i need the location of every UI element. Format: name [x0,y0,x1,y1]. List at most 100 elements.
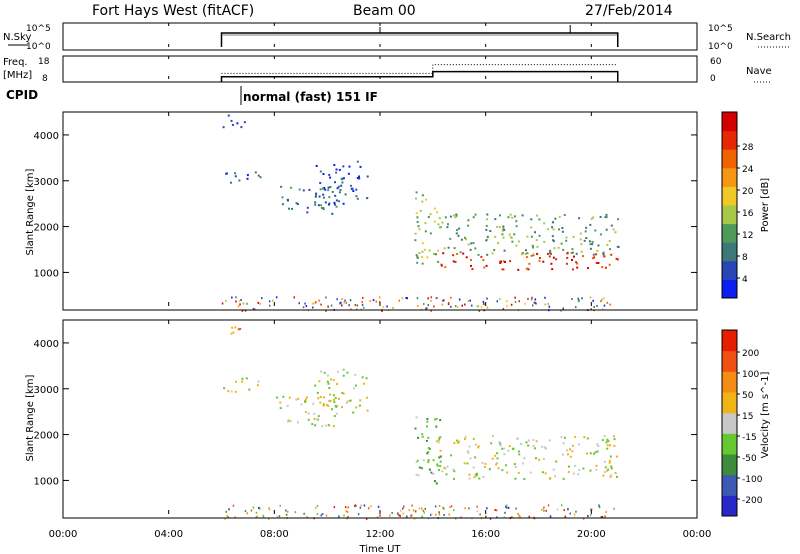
data-cell [417,474,420,477]
data-cell [542,508,545,511]
data-cell [424,230,427,233]
data-cell [489,517,492,520]
data-cell [564,436,566,439]
data-cell [502,227,505,230]
data-cell [497,467,500,470]
data-cell [317,415,320,418]
data-cell [329,176,332,179]
data-cell [450,296,452,299]
nsky-tick-top: 10^5 [26,24,51,34]
data-cell [261,297,263,300]
data-cell [389,514,391,517]
data-cell [601,439,604,442]
data-cell [356,304,359,307]
data-cell [438,456,441,459]
data-cell [331,212,334,215]
data-cell [446,465,449,468]
data-cell [486,306,489,309]
data-cell [439,449,442,452]
data-cell [258,506,260,509]
data-cell [248,388,251,391]
data-cell [239,327,242,330]
data-cell [561,504,563,507]
colorbar-tick-label: -50 [742,454,757,464]
data-cell [541,471,544,474]
data-cell [616,258,619,261]
data-cell [328,202,331,205]
data-cell [499,214,501,217]
data-cell [427,459,430,461]
data-cell [589,243,592,246]
data-cell [538,234,541,237]
data-cell [532,253,535,256]
data-cell [572,235,575,238]
data-cell [484,462,487,465]
data-cell [314,507,317,509]
data-cell [329,186,332,188]
data-cell [532,304,534,307]
data-cell [298,188,301,191]
data-cell [365,377,368,380]
data-cell [287,199,289,202]
data-cell [288,207,290,210]
data-cell [474,456,477,459]
data-cell [606,243,609,246]
data-cell [290,186,293,189]
data-cell [496,225,499,228]
data-cell [542,260,545,263]
data-cell [554,475,557,478]
data-cell [525,249,527,252]
data-cell [342,369,345,371]
data-cell [452,468,455,471]
data-cell [287,419,290,422]
data-cell [410,514,412,517]
data-cell [348,304,350,307]
colorbar-frame [721,329,738,517]
data-cell [324,201,327,204]
data-cell [278,515,281,518]
data-cell [494,509,496,511]
data-cell [596,450,599,453]
data-cell [610,465,613,468]
data-cell [296,203,299,205]
data-cell [305,516,308,519]
data-cell [575,261,578,264]
y-tick-label: 2000 [34,431,59,442]
data-cell [612,228,615,231]
power-ylabel: Slant Range [km] [25,168,36,255]
data-cell [316,391,319,394]
data-cell [398,299,401,302]
data-cell [486,253,489,256]
data-cell [577,297,579,300]
data-cell [613,435,615,438]
data-cell [491,252,494,255]
data-cell [584,230,587,233]
data-cell [616,455,618,458]
data-cell [469,457,472,460]
data-cell [452,254,455,257]
cpid-label: CPID [6,88,38,102]
data-cell [508,445,511,448]
data-cell [443,466,446,469]
data-cell [580,243,583,246]
data-cell [312,306,314,309]
colorbar-cell [722,205,737,225]
data-cell [354,384,357,387]
data-cell [499,298,501,301]
data-cell [434,480,436,483]
data-cell [356,197,359,200]
data-cell [285,509,287,512]
data-cell [330,378,332,381]
data-cell [322,196,325,199]
data-cell [295,202,298,205]
data-cell [421,262,424,265]
data-cell [437,441,440,444]
data-cell [570,251,573,254]
data-cell [474,443,477,446]
data-cell [493,249,496,251]
data-cell [434,505,437,508]
data-cell [429,232,432,235]
data-cell [485,515,487,518]
data-cell [418,507,421,510]
data-cell [366,396,368,399]
